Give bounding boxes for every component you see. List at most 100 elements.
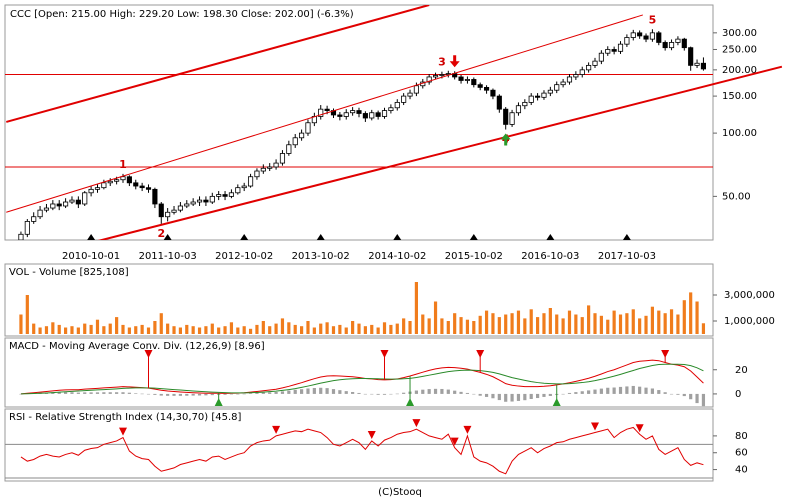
annotation: 2: [157, 227, 165, 240]
histogram-bar: [523, 393, 527, 401]
histogram-bar: [701, 393, 706, 407]
volume-bar: [536, 317, 540, 334]
histogram-bar: [440, 388, 444, 394]
volume-bar: [312, 327, 316, 334]
candle-body: [133, 182, 139, 187]
candle-body: [126, 176, 132, 184]
volume-bar: [529, 309, 533, 334]
histogram-bar: [64, 392, 68, 394]
sell-marker: [119, 427, 127, 436]
volume-bar: [57, 324, 61, 334]
volume-bar: [625, 313, 629, 334]
volume-bar: [76, 327, 80, 334]
histogram-bar: [351, 391, 355, 394]
plot-layer: [6, 5, 783, 240]
volume-bar: [38, 327, 42, 334]
volume-bar: [210, 323, 214, 334]
histogram-bar: [274, 391, 278, 394]
histogram-bar: [178, 393, 182, 396]
candle-body: [318, 108, 324, 117]
volume-bar: [191, 326, 195, 334]
candle-body: [362, 113, 368, 119]
histogram-bar: [682, 393, 686, 397]
histogram-bar: [478, 393, 482, 396]
histogram-bar: [536, 393, 540, 399]
candle-body: [216, 194, 222, 197]
histogram-bar: [172, 393, 176, 396]
histogram-bar: [115, 392, 119, 394]
candle-body: [101, 182, 107, 189]
candle-body: [547, 89, 553, 94]
histogram-bar: [446, 389, 450, 394]
candle-body: [668, 42, 675, 49]
volume-bar: [51, 322, 55, 334]
x-tick-label: 2017-10-03: [598, 251, 656, 262]
histogram-bar: [689, 393, 693, 400]
candle-body: [94, 187, 101, 190]
histogram-bar: [561, 393, 565, 395]
candle-body: [254, 170, 260, 178]
sell-marker: [476, 350, 485, 358]
volume-bar: [325, 322, 329, 334]
histogram-bar: [108, 392, 112, 394]
volume-bar: [134, 326, 138, 334]
volume-bar: [427, 318, 431, 334]
x-tick: [469, 234, 478, 240]
volume-bar: [268, 326, 272, 334]
histogram-bar: [580, 391, 584, 394]
candle-body: [209, 195, 215, 203]
candle-body: [203, 199, 209, 203]
candle-body: [490, 89, 496, 97]
candle-body: [43, 207, 50, 211]
volume-bar: [395, 323, 399, 334]
histogram-bar: [663, 392, 667, 394]
volume-bar: [166, 323, 170, 334]
histogram-bar: [300, 389, 304, 394]
volume-bar: [682, 300, 686, 334]
histogram-bar: [76, 392, 80, 394]
histogram-bar: [204, 393, 208, 396]
histogram-bar: [312, 387, 316, 394]
x-tick: [546, 234, 555, 240]
candle-body: [483, 87, 490, 91]
candle-body: [292, 137, 298, 146]
candle-body: [477, 84, 483, 88]
volume-bar: [376, 327, 380, 334]
candle-body: [273, 162, 279, 168]
candle-body: [662, 42, 668, 49]
volume-bar: [599, 315, 603, 334]
candle-body: [700, 62, 707, 70]
volume-bar: [695, 301, 699, 334]
candle-body: [688, 47, 694, 66]
histogram-bar: [95, 392, 100, 394]
candle-body: [586, 64, 592, 71]
histogram-bar: [593, 389, 597, 394]
volume-bar: [236, 327, 240, 334]
y-tick-label: 3,000,000: [724, 290, 775, 301]
panel-title: VOL - Volume [825,108]: [9, 267, 129, 278]
y-tick-label: 300.00: [722, 28, 757, 39]
candle-body: [388, 107, 394, 111]
candle-body: [426, 76, 432, 83]
volume-bar: [689, 292, 693, 334]
volume-bar: [555, 314, 559, 334]
sell-marker: [463, 425, 472, 434]
panel-title: MACD - Moving Average Conv. Div. (12,26,…: [9, 341, 265, 352]
histogram-bar: [357, 392, 361, 394]
candle-body: [522, 101, 528, 107]
volume-bar: [223, 326, 227, 334]
candle-body: [177, 205, 183, 211]
candle-body: [579, 69, 585, 75]
candle-body: [541, 92, 547, 98]
candle-body: [471, 79, 477, 86]
y-tick-label: 40: [735, 465, 748, 476]
histogram-bar: [19, 393, 23, 395]
histogram-bar: [325, 388, 329, 394]
volume-bar: [300, 326, 304, 334]
volume-bar: [669, 309, 674, 334]
histogram-bar: [427, 389, 431, 394]
candle-body: [630, 32, 636, 38]
volume-bar: [631, 309, 635, 334]
volume-bar: [561, 318, 565, 334]
volume-bar: [548, 308, 552, 334]
